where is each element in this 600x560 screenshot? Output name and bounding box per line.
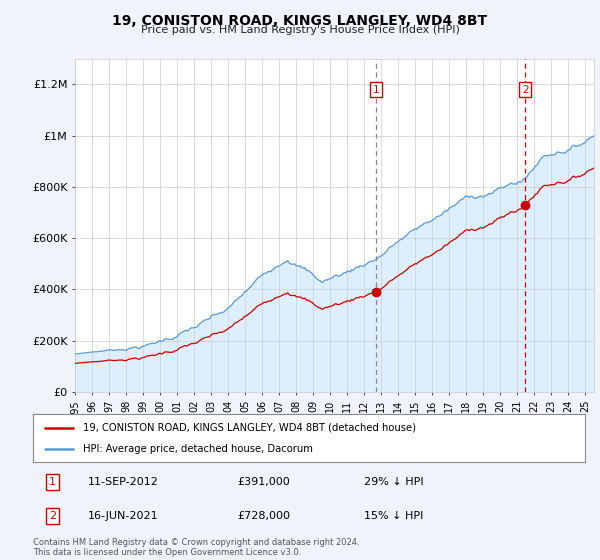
Text: 19, CONISTON ROAD, KINGS LANGLEY, WD4 8BT: 19, CONISTON ROAD, KINGS LANGLEY, WD4 8B… (112, 14, 488, 28)
Text: 11-SEP-2012: 11-SEP-2012 (88, 477, 159, 487)
Text: £728,000: £728,000 (237, 511, 290, 521)
Text: Price paid vs. HM Land Registry's House Price Index (HPI): Price paid vs. HM Land Registry's House … (140, 25, 460, 35)
Text: 1: 1 (373, 85, 380, 95)
Text: 2: 2 (49, 511, 56, 521)
Text: £391,000: £391,000 (237, 477, 290, 487)
Text: 29% ↓ HPI: 29% ↓ HPI (364, 477, 424, 487)
Text: 2: 2 (522, 85, 529, 95)
Text: 19, CONISTON ROAD, KINGS LANGLEY, WD4 8BT (detached house): 19, CONISTON ROAD, KINGS LANGLEY, WD4 8B… (83, 423, 416, 433)
Text: 15% ↓ HPI: 15% ↓ HPI (364, 511, 424, 521)
Text: HPI: Average price, detached house, Dacorum: HPI: Average price, detached house, Daco… (83, 444, 313, 454)
Text: Contains HM Land Registry data © Crown copyright and database right 2024.
This d: Contains HM Land Registry data © Crown c… (33, 538, 359, 557)
Text: 16-JUN-2021: 16-JUN-2021 (88, 511, 159, 521)
Text: 1: 1 (49, 477, 56, 487)
